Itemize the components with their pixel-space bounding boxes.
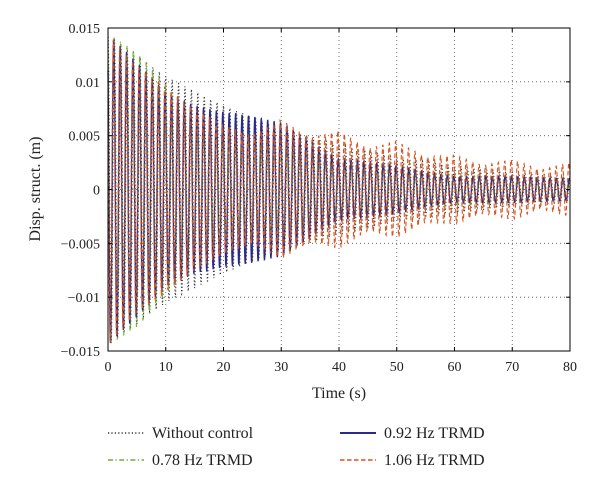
- x-tick-label: 30: [274, 360, 288, 375]
- x-tick-label: 70: [505, 360, 519, 375]
- series-layer: [107, 33, 571, 344]
- legend-label-3: 0.92 Hz TRMD: [384, 425, 485, 442]
- y-tick-label: 0.01: [76, 76, 101, 91]
- y-axis-label: Disp. struct. (m): [27, 137, 44, 242]
- legend-label-4: 1.06 Hz TRMD: [384, 452, 485, 469]
- y-tick-label: −0.015: [61, 345, 100, 360]
- x-tick-label: 50: [390, 360, 404, 375]
- y-tick-labels: 0.015 0.01 0.005 0 −0.005 −0.01 −0.015: [61, 22, 100, 360]
- y-tick-label: 0.015: [69, 22, 101, 37]
- y-tick-label: −0.005: [61, 237, 100, 252]
- y-tick-label: −0.01: [68, 291, 100, 306]
- x-tick-label: 20: [217, 360, 231, 375]
- series-line-4: [107, 39, 571, 344]
- legend-label-1: Without control: [152, 425, 254, 442]
- x-tick-label: 0: [105, 360, 112, 375]
- x-tick-label: 40: [332, 360, 346, 375]
- tick-marks: [107, 27, 571, 352]
- x-tick-label: 10: [159, 360, 173, 375]
- legend-label-2: 0.78 Hz TRMD: [152, 452, 253, 469]
- x-tick-labels: 0 10 20 30 40 50 60 70 80: [105, 360, 578, 375]
- x-tick-label: 60: [448, 360, 462, 375]
- legend: Without control 0.78 Hz TRMD 0.92 Hz TRMD 1…: [108, 425, 485, 469]
- y-tick-label: 0: [93, 184, 100, 199]
- x-tick-label: 80: [563, 360, 577, 375]
- y-tick-label: 0.005: [69, 130, 101, 145]
- x-axis-label: Time (s): [312, 385, 366, 402]
